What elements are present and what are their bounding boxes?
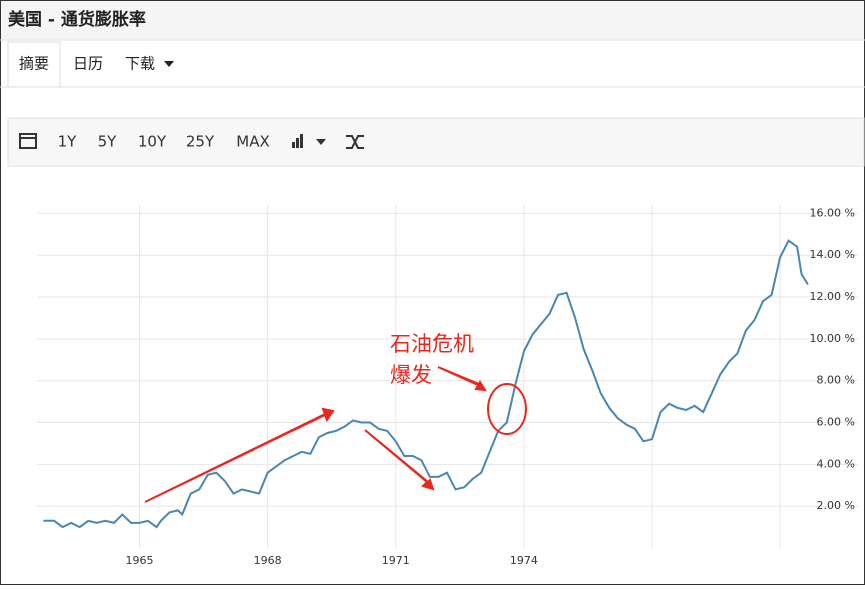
range-button[interactable]: 1Y bbox=[58, 133, 78, 151]
tab[interactable]: 日历 bbox=[73, 55, 103, 73]
y-tick-label: 8.00 % bbox=[817, 374, 855, 387]
annotation: 石油危机 bbox=[390, 332, 474, 356]
toolbar bbox=[7, 117, 865, 167]
x-tick-label: 1974 bbox=[510, 554, 538, 567]
x-tick-label: 1965 bbox=[125, 554, 153, 567]
calendar-icon[interactable] bbox=[19, 133, 37, 149]
header-bar bbox=[1, 1, 864, 39]
y-tick-label: 14.00 % bbox=[810, 248, 855, 261]
red-arrow bbox=[364, 429, 435, 491]
annotations bbox=[144, 366, 527, 503]
dropdown-caret bbox=[164, 61, 174, 67]
annotation: 爆发 bbox=[390, 363, 432, 387]
page-title: 美国 - 通货膨胀率 bbox=[8, 9, 146, 30]
range-button[interactable]: 10Y bbox=[138, 133, 167, 151]
red-circle bbox=[487, 383, 527, 435]
range-button[interactable]: 25Y bbox=[186, 133, 215, 151]
line-series bbox=[43, 239, 809, 529]
red-arrow bbox=[144, 407, 335, 503]
x-tick-label: 1968 bbox=[254, 554, 282, 567]
shuffle-icon[interactable] bbox=[346, 135, 364, 149]
tab[interactable]: 下载 bbox=[125, 55, 155, 73]
y-tick-label: 16.00 % bbox=[810, 206, 855, 219]
y-tick-label: 12.00 % bbox=[810, 290, 855, 303]
red-arrow bbox=[437, 366, 487, 392]
y-tick-label: 4.00 % bbox=[817, 457, 855, 470]
range-button[interactable]: MAX bbox=[236, 133, 269, 151]
y-tick-label: 6.00 % bbox=[817, 416, 855, 429]
y-tick-label: 10.00 % bbox=[810, 332, 855, 345]
chart-type-icon[interactable] bbox=[292, 134, 326, 148]
active-tab bbox=[7, 41, 61, 88]
tab[interactable]: 摘要 bbox=[19, 55, 49, 73]
y-tick-label: 2.00 % bbox=[817, 499, 855, 512]
x-tick-label: 1971 bbox=[382, 554, 410, 567]
range-button[interactable]: 5Y bbox=[98, 133, 118, 151]
